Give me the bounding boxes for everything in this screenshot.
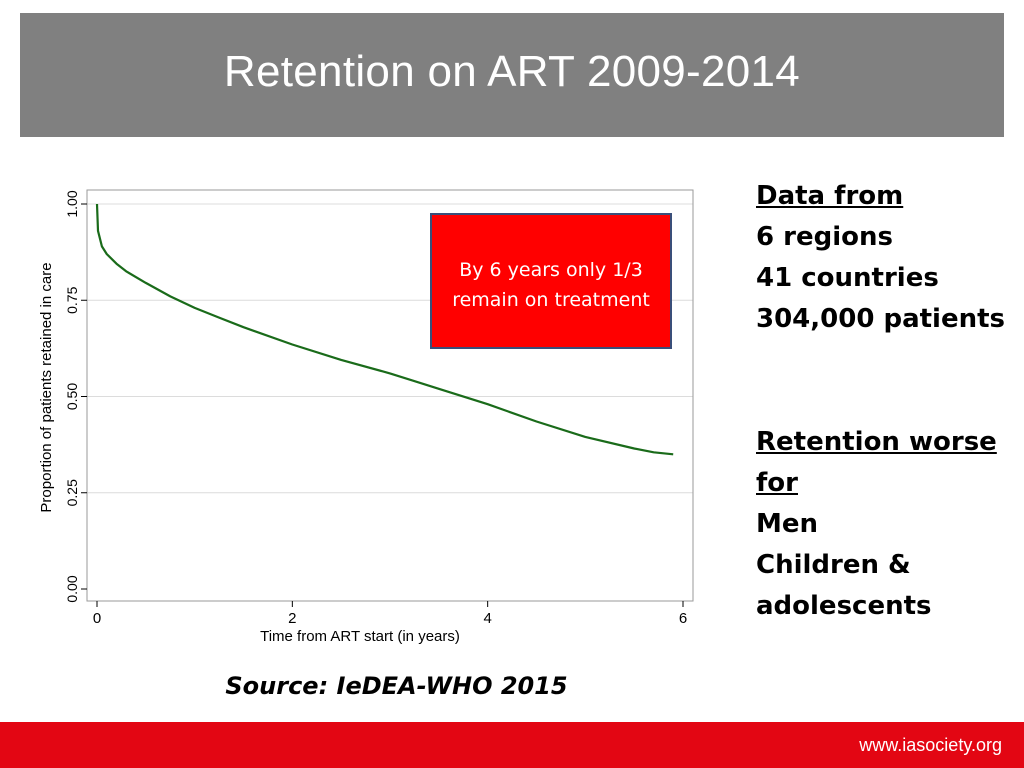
x-tick-label: 0	[93, 610, 101, 627]
group-men: Men	[756, 509, 819, 539]
data-from-heading: Data from	[756, 181, 904, 211]
x-axis-label: Time from ART start (in years)	[260, 628, 460, 645]
group-children: Children &	[756, 550, 911, 580]
spacer	[756, 340, 1016, 422]
x-tick-label: 2	[288, 610, 296, 627]
retention-curve	[95, 203, 674, 456]
x-tick-label: 6	[679, 610, 687, 627]
countries-count: 41 countries	[756, 263, 939, 293]
y-tick-label: 0.75	[64, 286, 80, 313]
footer-bar: www.iasociety.org	[0, 722, 1024, 768]
y-tick-label: 1.00	[64, 190, 80, 217]
group-adolescents: adolescents	[756, 591, 932, 621]
side-panel: Data from 6 regions 41 countries 304,000…	[756, 176, 1016, 627]
y-tick-label: 0.50	[64, 383, 80, 410]
y-tick-label: 0.00	[64, 575, 80, 602]
source-citation: Source: IeDEA-WHO 2015	[225, 672, 568, 700]
regions-count: 6 regions	[756, 222, 893, 252]
y-axis-label: Proportion of patients retained in care	[38, 262, 55, 512]
series-layer	[95, 203, 674, 456]
plot-frame	[86, 189, 694, 602]
patients-count: 304,000 patients	[756, 304, 1006, 334]
retention-heading-line1: Retention worse	[756, 427, 997, 457]
x-tick-label: 4	[483, 610, 491, 627]
y-tick-label: 0.25	[64, 479, 80, 506]
callout-box: By 6 years only 1/3 remain on treatment	[430, 213, 672, 349]
title-bar: Retention on ART 2009-2014	[20, 13, 1004, 137]
callout-text: By 6 years only 1/3 remain on treatment	[452, 259, 650, 311]
footer-url[interactable]: www.iasociety.org	[859, 735, 1002, 755]
retention-heading-line2: for	[756, 468, 798, 498]
slide-title: Retention on ART 2009-2014	[223, 47, 801, 96]
axis-layer: 0.00 0.25 0.50 0.75 1.00 0 2 4 6	[64, 190, 687, 627]
